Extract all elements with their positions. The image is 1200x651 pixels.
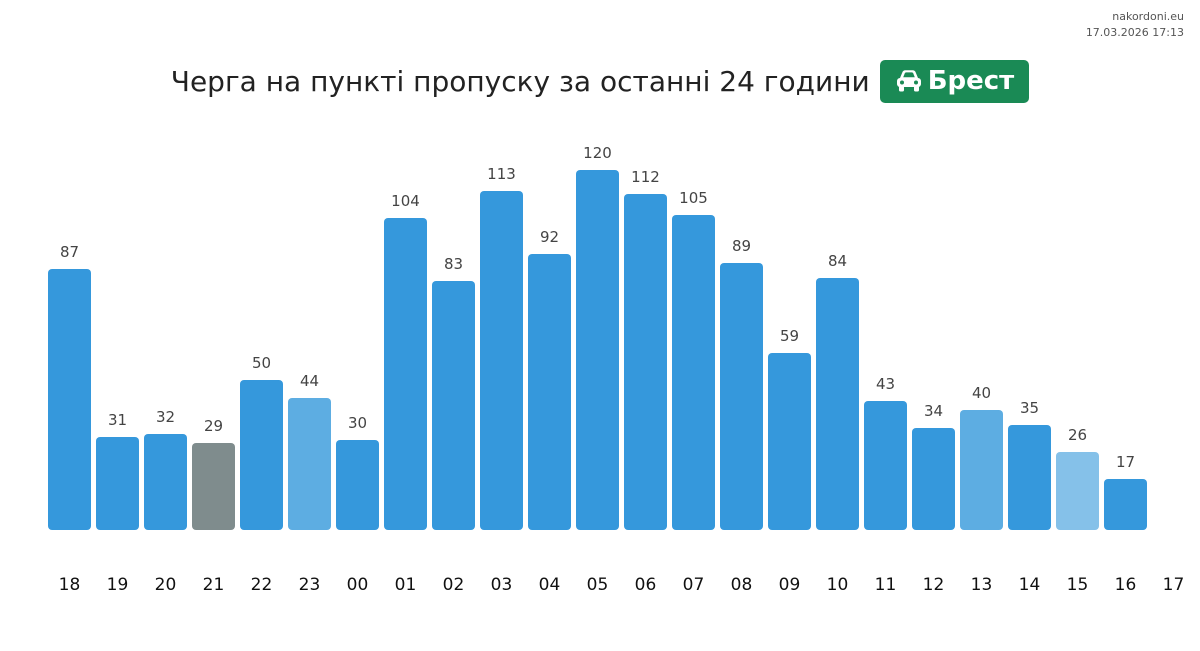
bar-10 [816,278,859,530]
bar-value-label: 43 [876,375,895,393]
x-tick-label: 07 [683,575,705,595]
x-tick-label: 08 [731,575,753,595]
x-tick-label: 04 [539,575,561,595]
bar-19 [96,437,139,530]
x-tick-label: 03 [491,575,513,595]
x-tick-label: 02 [443,575,465,595]
bar-20 [144,434,187,530]
bar-03 [480,191,523,530]
bar-value-label: 17 [1116,453,1135,471]
x-tick-label: 06 [635,575,657,595]
x-tick-label: 19 [107,575,129,595]
bar-04 [528,254,571,530]
x-tick-label: 01 [395,575,417,595]
bar-01 [384,218,427,530]
x-tick-label: 21 [203,575,225,595]
x-tick-label: 12 [923,575,945,595]
bar-value-label: 59 [780,327,799,345]
x-tick-label: 09 [779,575,801,595]
bar-value-label: 84 [828,252,847,270]
bar-21 [192,443,235,530]
bar-15 [1056,452,1099,530]
bar-value-label: 105 [679,189,708,207]
x-tick-label: 22 [251,575,273,595]
site-info: nakordoni.eu 17.03.2026 17:13 [1086,9,1184,41]
bar-value-label: 104 [391,192,420,210]
x-tick-label: 17 [1163,575,1185,595]
x-tick-label: 18 [59,575,81,595]
x-tick-label: 10 [827,575,849,595]
checkpoint-badge[interactable]: Брест [879,59,1030,103]
x-tick-label: 20 [155,575,177,595]
bar-value-label: 120 [583,144,612,162]
bar-23 [288,398,331,530]
bar-value-label: 29 [204,417,223,435]
bar-value-label: 83 [444,255,463,273]
bar-11 [864,401,907,530]
bar-13 [960,410,1003,530]
x-tick-label: 05 [587,575,609,595]
x-tick-label: 14 [1019,575,1041,595]
site-name: nakordoni.eu [1112,10,1184,23]
bar-05 [576,170,619,530]
x-tick-label: 16 [1115,575,1137,595]
bar-value-label: 32 [156,408,175,426]
bar-value-label: 30 [348,414,367,432]
bar-18 [48,269,91,530]
chart-title: Черга на пункті пропуску за останні 24 г… [170,64,870,98]
timestamp: 17.03.2026 17:13 [1085,26,1184,39]
bar-value-label: 113 [487,165,516,183]
bar-value-label: 44 [300,372,319,390]
bar-value-label: 87 [60,243,79,261]
bar-02 [432,281,475,530]
bar-22 [240,380,283,530]
bar-09 [768,353,811,530]
x-tick-label: 15 [1067,575,1089,595]
bar-value-label: 50 [252,354,271,372]
bar-value-label: 89 [732,237,751,255]
x-tick-label: 23 [299,575,321,595]
bar-12 [912,428,955,530]
bar-value-label: 35 [1020,399,1039,417]
bar-value-label: 34 [924,402,943,420]
x-tick-label: 13 [971,575,993,595]
bar-00 [336,440,379,530]
badge-label: Брест [927,66,1015,96]
bar-value-label: 92 [540,228,559,246]
bar-14 [1008,425,1051,530]
bar-08 [720,263,763,530]
x-tick-label: 00 [347,575,369,595]
chart-header: Черга на пункті пропуску за останні 24 г… [0,58,1200,104]
bar-value-label: 112 [631,168,660,186]
bar-value-label: 31 [108,411,127,429]
bar-06 [624,194,667,530]
bar-value-label: 40 [972,384,991,402]
car-icon [896,70,921,92]
x-tick-label: 11 [875,575,897,595]
bar-16 [1104,479,1147,530]
bar-value-label: 26 [1068,426,1087,444]
bar-07 [672,215,715,530]
